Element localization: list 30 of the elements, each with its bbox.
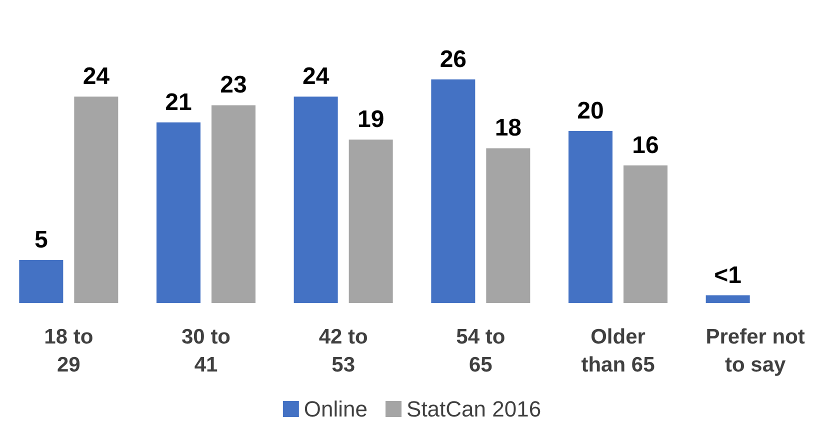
x-tick-label: Older than 65 xyxy=(581,326,656,376)
data-label: 5 xyxy=(34,226,48,254)
bar xyxy=(294,96,338,303)
bar xyxy=(212,105,256,303)
bar xyxy=(431,79,476,303)
x-tick-label: 42 to 53 xyxy=(318,326,368,376)
legend-label: StatCan 2016 xyxy=(406,396,542,422)
x-tick-label: 54 to 65 xyxy=(456,326,506,376)
bar xyxy=(74,96,118,303)
data-label: 24 xyxy=(302,63,330,90)
data-label: 24 xyxy=(82,63,110,90)
bar xyxy=(156,122,200,303)
data-label: 16 xyxy=(632,132,659,159)
bar xyxy=(624,165,668,303)
data-label: 19 xyxy=(357,106,384,134)
bar xyxy=(348,140,393,303)
data-label: 23 xyxy=(220,72,247,99)
data-label: 26 xyxy=(440,46,467,73)
x-tick-label: 18 to 29 xyxy=(44,326,94,376)
bar xyxy=(19,260,64,303)
bar xyxy=(486,148,530,303)
data-label: 20 xyxy=(577,98,604,124)
bar xyxy=(706,295,750,303)
x-tick-label: 30 to 41 xyxy=(181,326,231,376)
data-label: <1 xyxy=(714,262,742,289)
data-label: 21 xyxy=(165,88,192,116)
bar xyxy=(568,131,612,303)
x-tick-label: Prefer not to say xyxy=(706,326,805,376)
legend-label: Online xyxy=(304,396,368,422)
data-label: 18 xyxy=(494,114,522,142)
